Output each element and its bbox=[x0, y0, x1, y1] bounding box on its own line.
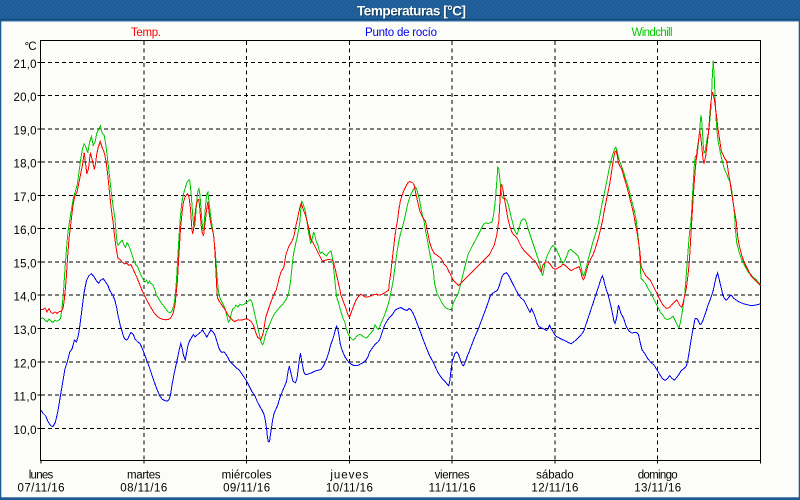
svg-text:17,0: 17,0 bbox=[14, 192, 37, 204]
svg-text:13/11/16: 13/11/16 bbox=[634, 483, 681, 495]
svg-text:11/11/16: 11/11/16 bbox=[429, 483, 476, 495]
svg-text:18,0: 18,0 bbox=[14, 159, 37, 171]
svg-text:Temperaturas [°C]: Temperaturas [°C] bbox=[358, 4, 467, 19]
svg-text:jueves: jueves bbox=[329, 470, 368, 482]
svg-text:08/11/16: 08/11/16 bbox=[120, 483, 167, 495]
svg-text:domingo: domingo bbox=[638, 470, 678, 482]
svg-text:Punto de rocío: Punto de rocío bbox=[365, 27, 437, 39]
svg-text:12,0: 12,0 bbox=[14, 358, 37, 370]
svg-text:Windchill: Windchill bbox=[632, 27, 673, 39]
svg-text:10,0: 10,0 bbox=[14, 425, 37, 437]
svg-text:16,0: 16,0 bbox=[14, 225, 37, 237]
svg-text:13,0: 13,0 bbox=[14, 325, 37, 337]
svg-text:07/11/16: 07/11/16 bbox=[18, 483, 65, 495]
svg-text:Temperaturas [°C]: Temperaturas [°C] bbox=[357, 3, 466, 18]
svg-text:19,0: 19,0 bbox=[14, 125, 37, 137]
svg-text:15,0: 15,0 bbox=[14, 258, 37, 270]
svg-text:viernes: viernes bbox=[435, 470, 470, 482]
svg-text:14,0: 14,0 bbox=[14, 292, 37, 304]
svg-text:11,0: 11,0 bbox=[14, 392, 37, 404]
svg-text:lunes: lunes bbox=[29, 470, 54, 482]
svg-text:martes: martes bbox=[127, 470, 161, 482]
svg-text:Temp.: Temp. bbox=[131, 27, 161, 39]
svg-text:°C: °C bbox=[25, 41, 37, 53]
svg-text:21,0: 21,0 bbox=[14, 59, 37, 71]
svg-text:12/11/16: 12/11/16 bbox=[531, 483, 578, 495]
svg-text:10/11/16: 10/11/16 bbox=[326, 483, 373, 495]
svg-text:20,0: 20,0 bbox=[14, 92, 37, 104]
svg-text:miércoles: miércoles bbox=[222, 470, 272, 482]
svg-text:09/11/16: 09/11/16 bbox=[223, 483, 270, 495]
svg-text:sábado: sábado bbox=[536, 470, 574, 482]
